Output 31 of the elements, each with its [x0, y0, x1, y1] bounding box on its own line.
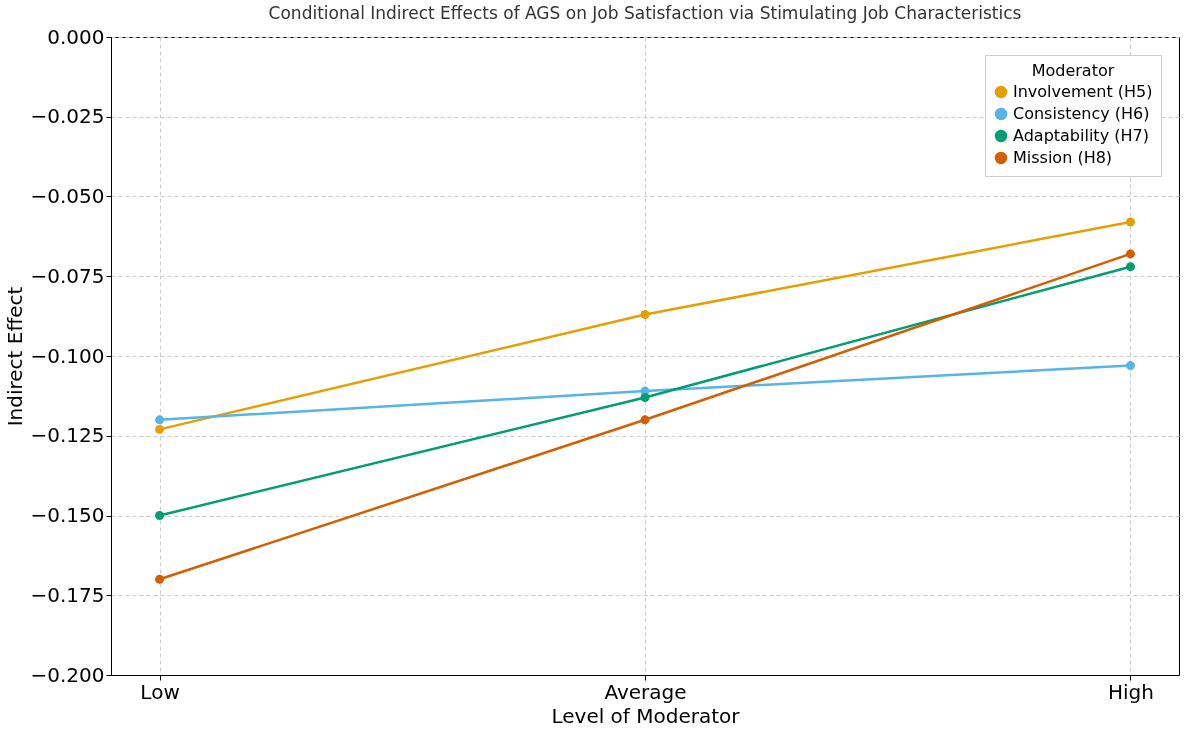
y-tick-label: −0.200 — [30, 662, 105, 687]
point — [640, 310, 650, 319]
point — [155, 511, 165, 520]
legend-title: Moderator — [1031, 61, 1115, 80]
x-tick-label: Low — [140, 679, 180, 704]
legend-label: Consistency (H6) — [1013, 104, 1150, 123]
x-tick-label: High — [1107, 679, 1154, 704]
point — [1125, 249, 1135, 259]
y-tick-label: −0.125 — [30, 423, 105, 448]
y-tick-label: 0.000 — [47, 24, 105, 49]
y-tick-label: −0.100 — [30, 343, 105, 368]
y-tick-label: −0.050 — [30, 184, 105, 208]
y-tick-label: −0.150 — [30, 503, 105, 527]
y-tick-label: −0.175 — [30, 582, 105, 607]
legend-label: Involvement (H5) — [1013, 82, 1153, 101]
point — [1125, 361, 1135, 371]
x-axis-title: Level of Moderator — [551, 703, 741, 728]
y-tick-label: −0.025 — [30, 104, 105, 129]
point — [1125, 262, 1135, 272]
chart-title: Conditional Indirect Effects of AGS on Job Satisfaction via Stimulating Job Characteristics — [268, 3, 1022, 23]
point — [640, 415, 650, 425]
point — [155, 415, 165, 425]
x-tick-label: Average — [604, 679, 687, 704]
y-tick-label: −0.075 — [30, 263, 105, 288]
point — [155, 424, 165, 434]
point — [155, 574, 165, 584]
legend-label: Mission (H8) — [1013, 148, 1113, 167]
y-axis-title: Indirect Effect — [3, 286, 28, 427]
point — [1125, 217, 1135, 227]
legend-label: Adaptability (H7) — [1013, 126, 1149, 145]
point — [640, 393, 650, 402]
